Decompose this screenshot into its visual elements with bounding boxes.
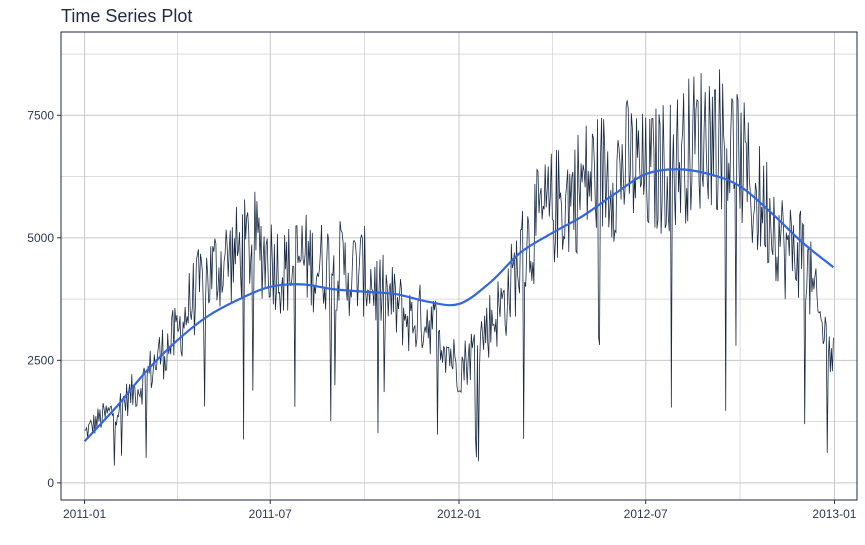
series-layer	[84, 69, 834, 466]
x-tick-label: 2011-07	[249, 507, 292, 521]
smooth-trend-line	[83, 168, 835, 442]
x-tick-label: 2012-01	[437, 507, 481, 521]
smooth-layer	[83, 168, 835, 442]
x-tick-label: 2011-01	[63, 507, 106, 521]
y-tick-label: 5000	[27, 231, 54, 245]
grid	[61, 32, 857, 500]
axes: 0 2500 5000 7500 2011-01 2011-07 2012-01 2012-0…	[27, 31, 858, 521]
chart-title: Time Series Plot	[61, 6, 193, 26]
y-tick-label: 2500	[27, 353, 54, 367]
y-tick-label: 0	[47, 476, 54, 490]
x-tick-label: 2012-07	[624, 507, 668, 521]
y-tick-label: 7500	[27, 108, 54, 122]
x-tick-label: 2013-01	[812, 507, 856, 521]
daily-series-line	[84, 69, 834, 466]
